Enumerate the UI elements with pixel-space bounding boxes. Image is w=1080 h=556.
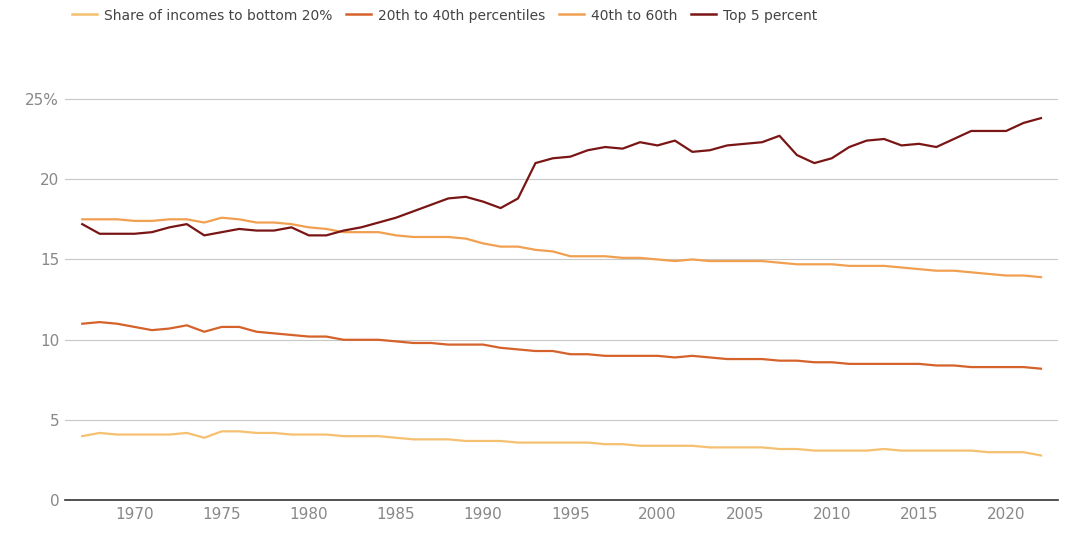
- 20th to 40th percentiles: [634, 353, 647, 359]
- Share of incomes to bottom 20%: [825, 447, 838, 454]
- Share of incomes to bottom 20%: [442, 436, 455, 443]
- 40th to 60th: [634, 255, 647, 261]
- Share of incomes to bottom 20%: [215, 428, 228, 435]
- 40th to 60th: [720, 258, 733, 265]
- Top 5 percent: [198, 232, 211, 239]
- Top 5 percent: [93, 230, 106, 237]
- Top 5 percent: [720, 142, 733, 149]
- 20th to 40th percentiles: [76, 320, 89, 327]
- Share of incomes to bottom 20%: [720, 444, 733, 451]
- Share of incomes to bottom 20%: [76, 433, 89, 439]
- 20th to 40th percentiles: [720, 356, 733, 363]
- Top 5 percent: [634, 139, 647, 146]
- Share of incomes to bottom 20%: [93, 430, 106, 436]
- 40th to 60th: [93, 216, 106, 222]
- Line: 20th to 40th percentiles: 20th to 40th percentiles: [82, 322, 1041, 369]
- 40th to 60th: [825, 261, 838, 267]
- 20th to 40th percentiles: [825, 359, 838, 366]
- 20th to 40th percentiles: [442, 341, 455, 348]
- Top 5 percent: [686, 148, 699, 155]
- Top 5 percent: [825, 155, 838, 162]
- Line: 40th to 60th: 40th to 60th: [82, 218, 1041, 277]
- Top 5 percent: [442, 195, 455, 202]
- Top 5 percent: [1035, 115, 1048, 121]
- Line: Top 5 percent: Top 5 percent: [82, 118, 1041, 235]
- 40th to 60th: [1035, 274, 1048, 280]
- 40th to 60th: [442, 234, 455, 240]
- 20th to 40th percentiles: [110, 320, 123, 327]
- 20th to 40th percentiles: [93, 319, 106, 325]
- Share of incomes to bottom 20%: [686, 443, 699, 449]
- Top 5 percent: [76, 221, 89, 227]
- 40th to 60th: [215, 215, 228, 221]
- 20th to 40th percentiles: [1035, 365, 1048, 372]
- Share of incomes to bottom 20%: [634, 443, 647, 449]
- Line: Share of incomes to bottom 20%: Share of incomes to bottom 20%: [82, 431, 1041, 455]
- 40th to 60th: [686, 256, 699, 263]
- 20th to 40th percentiles: [686, 353, 699, 359]
- Share of incomes to bottom 20%: [1035, 452, 1048, 459]
- 40th to 60th: [76, 216, 89, 222]
- Legend: Share of incomes to bottom 20%, 20th to 40th percentiles, 40th to 60th, Top 5 pe: Share of incomes to bottom 20%, 20th to …: [71, 8, 818, 23]
